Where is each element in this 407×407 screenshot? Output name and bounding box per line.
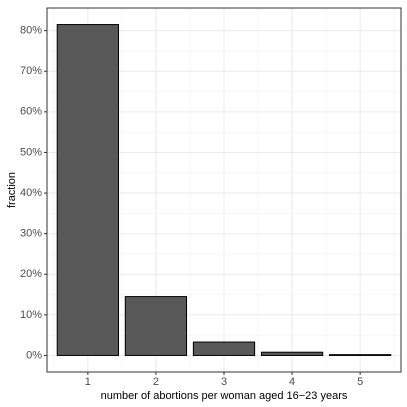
bar: [329, 354, 392, 356]
bar: [124, 296, 188, 356]
y-tick-label: 50%: [20, 146, 42, 158]
x-tick-label: 2: [153, 376, 159, 388]
y-axis-title: fraction: [6, 172, 18, 208]
x-tick-label: 1: [85, 376, 91, 388]
y-tick-label: 70%: [20, 65, 42, 77]
y-tick-label: 30%: [20, 228, 42, 240]
y-tick-label: 0%: [26, 349, 42, 361]
panel-border: [46, 7, 402, 373]
y-tick-label: 40%: [20, 187, 42, 199]
x-tick-label: 5: [357, 376, 363, 388]
x-tick-label: 4: [289, 376, 295, 388]
y-tick-label: 20%: [20, 268, 42, 280]
bar: [260, 351, 324, 356]
x-axis-title: number of abortions per woman aged 16−23…: [101, 390, 348, 402]
bar: [192, 341, 256, 356]
y-tick-label: 60%: [20, 106, 42, 118]
bar: [56, 24, 119, 356]
y-tick-label: 80%: [20, 25, 42, 37]
y-tick-label: 10%: [20, 309, 42, 321]
x-tick-label: 3: [221, 376, 227, 388]
